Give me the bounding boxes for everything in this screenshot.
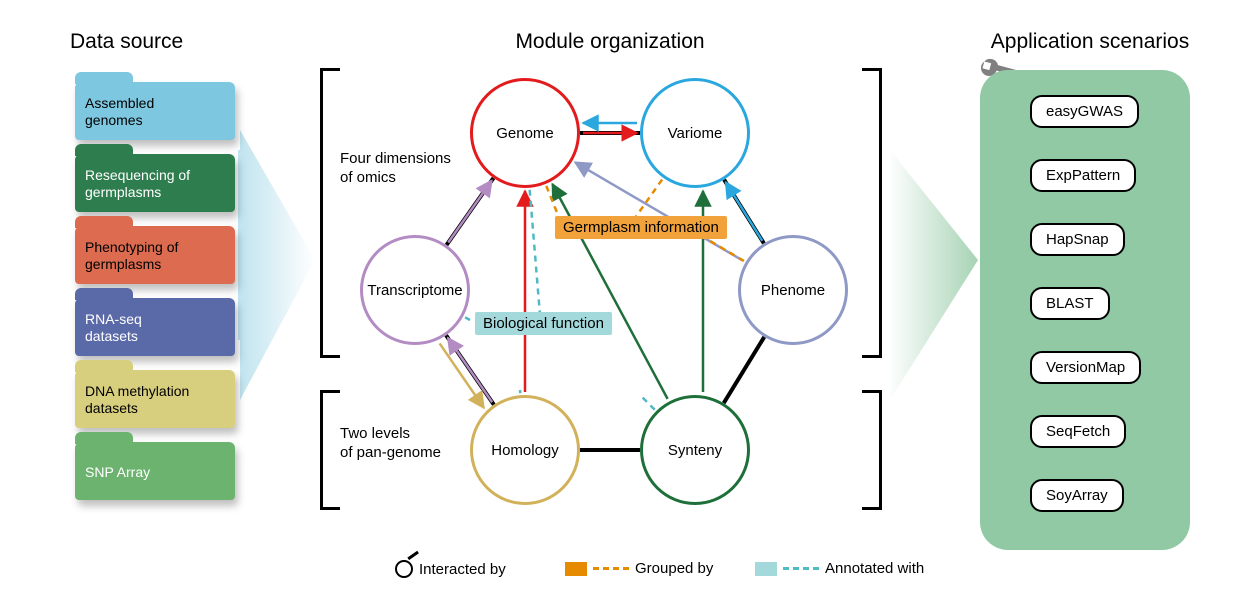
legend-grouped-label: Grouped by xyxy=(635,560,713,577)
app-exppattern[interactable]: ExpPattern xyxy=(1030,159,1136,192)
legend-annotated-label: Annotated with xyxy=(825,560,924,577)
label-two-levels: Two levels of pan-genome xyxy=(340,425,470,463)
tag-germplasm: Germplasm information xyxy=(555,216,727,239)
title-module-org: Module organization xyxy=(430,30,790,54)
dashed-lines xyxy=(465,180,744,410)
module-genome: Genome xyxy=(470,78,580,188)
module-variome: Variome xyxy=(640,78,750,188)
title-data-source: Data source xyxy=(70,30,250,54)
legend-annotated: Annotated with xyxy=(755,560,924,577)
folder-label: Phenotyping of germplasms xyxy=(85,239,178,273)
bracket-pan-left xyxy=(320,390,340,510)
app-soyarray[interactable]: SoyArray xyxy=(1030,479,1124,512)
legend-interacted-label: Interacted by xyxy=(419,561,506,578)
bracket-omics-left xyxy=(320,68,340,358)
folder-1: Resequencing of germplasms xyxy=(75,154,235,212)
module-synteny: Synteny xyxy=(640,395,750,505)
label-four-dimensions: Four dimensions of omics xyxy=(340,150,470,188)
legend-grouped: Grouped by xyxy=(565,560,713,577)
app-easygwas[interactable]: easyGWAS xyxy=(1030,95,1139,128)
folder-label: Resequencing of germplasms xyxy=(85,167,190,201)
module-homology: Homology xyxy=(470,395,580,505)
flow-arrow-right xyxy=(888,150,978,400)
app-blast[interactable]: BLAST xyxy=(1030,287,1110,320)
bracket-pan-right xyxy=(862,390,882,510)
flow-arrow-left xyxy=(238,130,315,400)
legend-interact-icon xyxy=(395,560,413,578)
title-app-scen: Application scenarios xyxy=(960,30,1220,54)
legend-annotated-swatch xyxy=(755,562,777,576)
module-transcriptome: Transcriptome xyxy=(360,235,470,345)
folder-2: Phenotyping of germplasms xyxy=(75,226,235,284)
folder-label: Assembled genomes xyxy=(85,95,154,129)
tag-biofunc: Biological function xyxy=(475,312,612,335)
folder-label: SNP Array xyxy=(85,464,150,481)
app-hapsnap[interactable]: HapSnap xyxy=(1030,223,1125,256)
legend-interacted: Interacted by xyxy=(395,560,506,578)
legend-annotated-line xyxy=(783,567,819,570)
folder-label: RNA-seq datasets xyxy=(85,311,142,345)
folder-5: SNP Array xyxy=(75,442,235,500)
folder-4: DNA methylation datasets xyxy=(75,370,235,428)
folder-0: Assembled genomes xyxy=(75,82,235,140)
folder-label: DNA methylation datasets xyxy=(85,383,189,417)
legend-grouped-swatch xyxy=(565,562,587,576)
legend-grouped-line xyxy=(593,567,629,570)
folder-3: RNA-seq datasets xyxy=(75,298,235,356)
bracket-omics-right xyxy=(862,68,882,358)
app-versionmap[interactable]: VersionMap xyxy=(1030,351,1141,384)
app-seqfetch[interactable]: SeqFetch xyxy=(1030,415,1126,448)
module-phenome: Phenome xyxy=(738,235,848,345)
